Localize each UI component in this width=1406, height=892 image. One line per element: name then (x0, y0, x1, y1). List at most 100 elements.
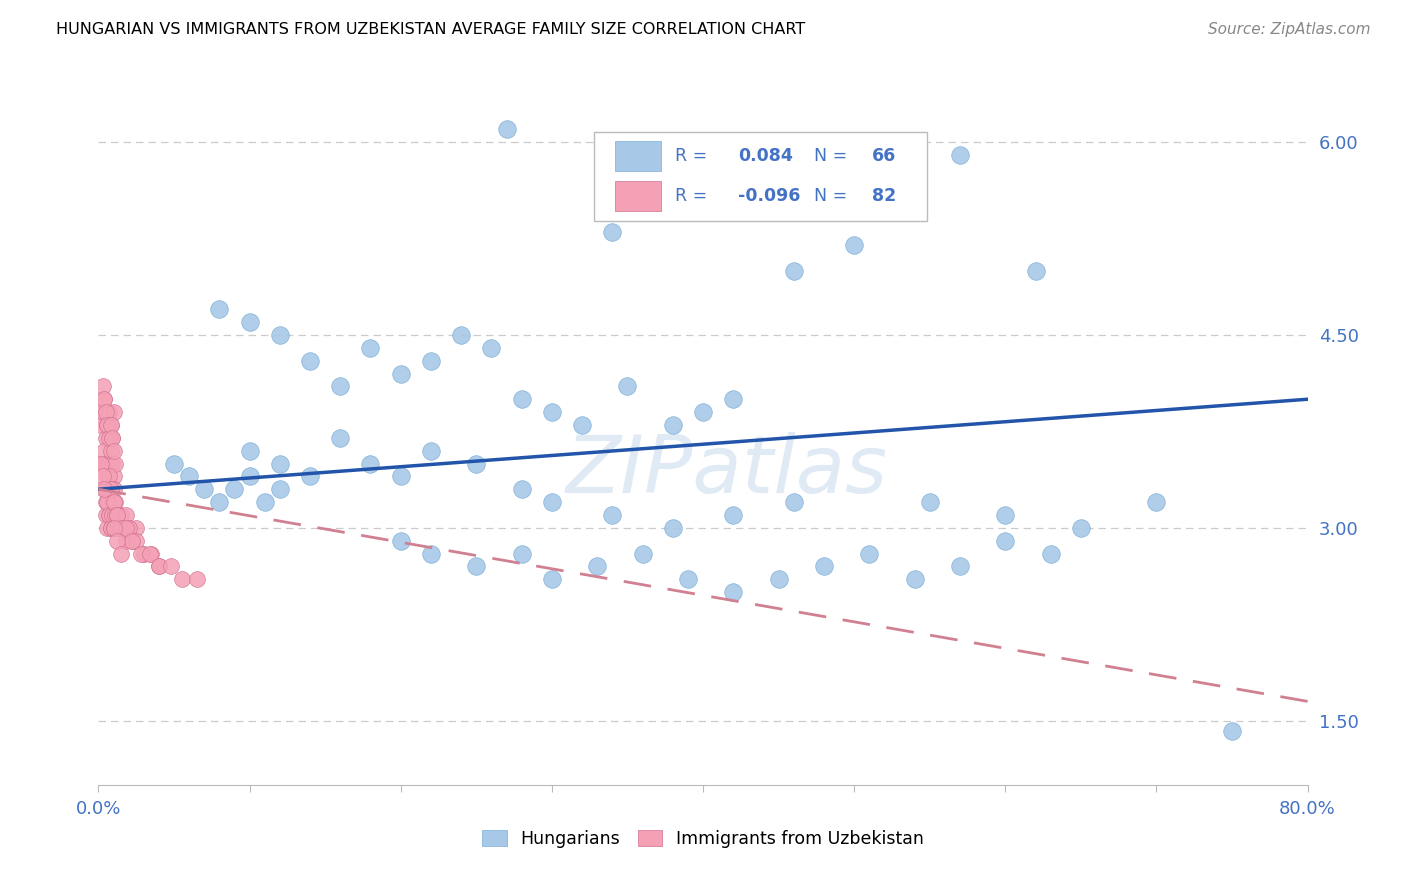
Point (101, 457, 124, 471)
Point (100, 521, 122, 535)
Point (163, 457, 186, 471)
Point (208, 495, 231, 509)
Point (631, 547, 654, 561)
Point (93, 392, 115, 407)
Point (329, 431, 352, 445)
Point (94, 508, 117, 522)
Point (540, 495, 562, 509)
Point (186, 572, 208, 586)
Point (360, 457, 382, 471)
Point (114, 508, 136, 522)
Point (723, 392, 745, 407)
Point (121, 533, 143, 548)
Point (389, 367, 412, 381)
Point (752, 199, 775, 213)
Point (100, 443, 122, 458)
Point (94, 457, 117, 471)
Point (602, 508, 624, 522)
Point (101, 431, 124, 445)
Text: -0.096: -0.096 (738, 186, 800, 204)
Point (96, 482, 118, 496)
Text: N =: N = (814, 147, 848, 165)
Point (1024, 263, 1046, 277)
Point (100, 482, 122, 496)
Point (96, 469, 118, 483)
Point (101, 508, 124, 522)
Point (96, 417, 118, 432)
Text: 66: 66 (872, 147, 897, 165)
Point (93, 482, 115, 496)
Point (360, 341, 382, 355)
Point (105, 508, 128, 522)
Point (96, 417, 118, 432)
Point (121, 533, 143, 548)
Point (994, 533, 1017, 548)
Point (101, 431, 124, 445)
Point (129, 547, 152, 561)
Point (100, 417, 122, 432)
Point (602, 225, 624, 239)
Point (148, 559, 170, 574)
Point (1220, 723, 1243, 738)
Point (98, 508, 121, 522)
Point (616, 379, 638, 393)
Point (93, 392, 115, 407)
Point (918, 495, 941, 509)
Point (1070, 521, 1092, 535)
Point (571, 417, 593, 432)
Point (465, 559, 488, 574)
Point (100, 482, 122, 496)
Point (108, 521, 131, 535)
Text: Source: ZipAtlas.com: Source: ZipAtlas.com (1208, 22, 1371, 37)
Point (495, 122, 517, 136)
Point (110, 521, 132, 535)
Point (465, 457, 488, 471)
Point (723, 585, 745, 599)
Point (101, 508, 124, 522)
Text: HUNGARIAN VS IMMIGRANTS FROM UZBEKISTAN AVERAGE FAMILY SIZE CORRELATION CHART: HUNGARIAN VS IMMIGRANTS FROM UZBEKISTAN … (56, 22, 806, 37)
Point (94, 405, 117, 419)
Point (224, 482, 246, 496)
Point (96, 495, 118, 509)
Point (110, 508, 132, 522)
Point (103, 469, 125, 483)
Point (104, 508, 127, 522)
Point (239, 315, 262, 329)
Point (103, 482, 125, 496)
Point (420, 353, 443, 368)
Point (104, 495, 127, 509)
Text: ZIPatlas: ZIPatlas (567, 432, 889, 510)
Point (481, 341, 503, 355)
Point (299, 469, 322, 483)
Point (540, 405, 562, 419)
Point (103, 443, 125, 458)
Point (125, 521, 148, 535)
Text: R =: R = (675, 147, 707, 165)
Point (96, 521, 118, 535)
Point (118, 521, 141, 535)
Point (994, 508, 1017, 522)
Point (420, 547, 443, 561)
Point (125, 533, 148, 548)
Point (91, 379, 114, 393)
Point (105, 521, 128, 535)
Point (813, 559, 835, 574)
Point (661, 521, 683, 535)
Point (98, 405, 121, 419)
Point (160, 559, 183, 574)
Point (510, 482, 533, 496)
Point (98, 469, 121, 483)
Point (949, 559, 972, 574)
Text: 0.084: 0.084 (738, 147, 793, 165)
Point (179, 469, 201, 483)
Point (132, 547, 155, 561)
Point (768, 572, 790, 586)
Point (98, 431, 121, 445)
Point (94, 431, 117, 445)
Point (103, 495, 125, 509)
Point (91, 405, 114, 419)
Point (105, 533, 128, 548)
Point (586, 559, 609, 574)
Point (450, 327, 472, 342)
Point (510, 547, 533, 561)
